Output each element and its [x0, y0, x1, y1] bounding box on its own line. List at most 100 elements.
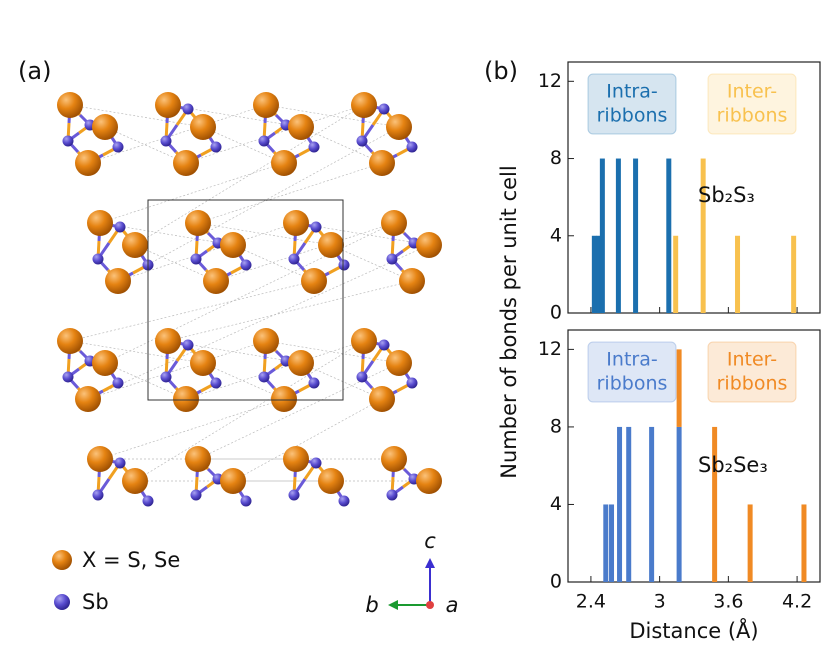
x-atom — [220, 232, 246, 258]
sb-atom — [310, 457, 322, 469]
bar — [791, 235, 797, 313]
weak-bond — [104, 126, 187, 164]
x-axis-label: Distance (Å) — [629, 617, 758, 643]
sb-atom — [112, 377, 124, 389]
x-atom — [351, 92, 377, 118]
bar — [591, 235, 597, 313]
sb-atom — [62, 135, 74, 147]
sb-atom — [62, 371, 74, 383]
y-tick-label: 12 — [538, 70, 562, 92]
sb-atom — [258, 135, 270, 147]
plot-frame — [567, 329, 821, 583]
sb-atom — [112, 141, 124, 153]
sb-atom — [92, 253, 104, 265]
legend-box — [587, 73, 677, 135]
bar — [712, 426, 718, 582]
x-tick-label: 3 — [654, 591, 666, 613]
bar — [649, 426, 655, 582]
weak-bond — [295, 222, 430, 246]
compound-label: Sb₂S₃ — [698, 183, 755, 207]
x-atom — [369, 386, 395, 412]
x-atom — [203, 268, 229, 294]
sb-atom — [378, 339, 390, 351]
x-atom — [75, 386, 101, 412]
x-atom — [155, 328, 181, 354]
compound-label: Sb₂Se₃ — [698, 453, 768, 477]
sb-atom — [210, 141, 222, 153]
bar — [609, 504, 615, 582]
bar — [673, 235, 679, 313]
y-tick-label: 4 — [550, 224, 562, 246]
bar — [676, 349, 682, 427]
y-tick-label: 0 — [550, 302, 562, 324]
bar — [615, 158, 621, 313]
x-tick-label: 3.6 — [713, 591, 743, 613]
weak-bond — [197, 222, 332, 246]
axis-letter: b — [365, 593, 378, 617]
x-atom — [87, 210, 113, 236]
sb-atom — [406, 141, 418, 153]
x-atom — [155, 92, 181, 118]
weak-bond — [215, 222, 395, 282]
x-atom — [399, 268, 425, 294]
panel-label: (a) — [18, 57, 51, 85]
bar — [676, 426, 682, 582]
weak-bond — [300, 362, 383, 400]
sb-atom — [114, 221, 126, 233]
axis-compass — [388, 558, 435, 610]
x-atom — [271, 386, 297, 412]
sb-atom — [386, 489, 398, 501]
weak-bond — [167, 340, 302, 364]
crystal-structure — [57, 92, 442, 507]
bar — [801, 504, 807, 582]
x-atom — [369, 150, 395, 176]
y-axis-label: Number of bonds per unit cell — [497, 165, 521, 478]
weak-bond — [197, 162, 383, 224]
x-atom — [220, 468, 246, 494]
x-atom — [283, 210, 309, 236]
sb-atom — [288, 489, 300, 501]
sb-atom — [92, 489, 104, 501]
x-atom — [173, 386, 199, 412]
sb-atom — [310, 221, 322, 233]
weak-bond — [134, 340, 365, 482]
y-tick-label: 8 — [550, 415, 562, 437]
x-atom — [185, 210, 211, 236]
sb-atom — [338, 495, 350, 507]
legend-label: ribbons — [597, 373, 668, 395]
x-atom — [386, 114, 412, 140]
x-atom — [190, 114, 216, 140]
sb-atom — [190, 253, 202, 265]
x-atom — [416, 468, 442, 494]
x-atom — [416, 232, 442, 258]
legend-label: X = S, Se — [82, 548, 180, 572]
weak-bond — [117, 126, 400, 282]
bar — [700, 158, 706, 313]
weak-bond — [87, 104, 267, 164]
weak-bond — [330, 244, 413, 282]
x-atom — [288, 350, 314, 376]
sb-atom — [190, 489, 202, 501]
x-atom — [386, 350, 412, 376]
legend-box — [707, 341, 797, 403]
sb-atom — [288, 253, 300, 265]
legend-label: Sb — [82, 590, 109, 614]
sb-atom — [160, 135, 172, 147]
sb-atom — [114, 457, 126, 469]
sb-atom — [356, 135, 368, 147]
bar — [735, 235, 741, 313]
x-atom — [122, 232, 148, 258]
legend-label: Intra- — [606, 349, 657, 371]
weak-bond — [69, 280, 315, 342]
x-atom — [87, 446, 113, 472]
weak-bond — [232, 398, 383, 482]
x-atom — [173, 150, 199, 176]
x-atom — [351, 328, 377, 354]
sb-atom — [182, 339, 194, 351]
x-tick-label: 4.2 — [782, 591, 812, 613]
weak-bond — [104, 222, 395, 364]
sb-atom — [386, 253, 398, 265]
x-atom — [381, 210, 407, 236]
legend-label: ribbons — [717, 373, 788, 395]
y-tick-label: 12 — [538, 338, 562, 360]
